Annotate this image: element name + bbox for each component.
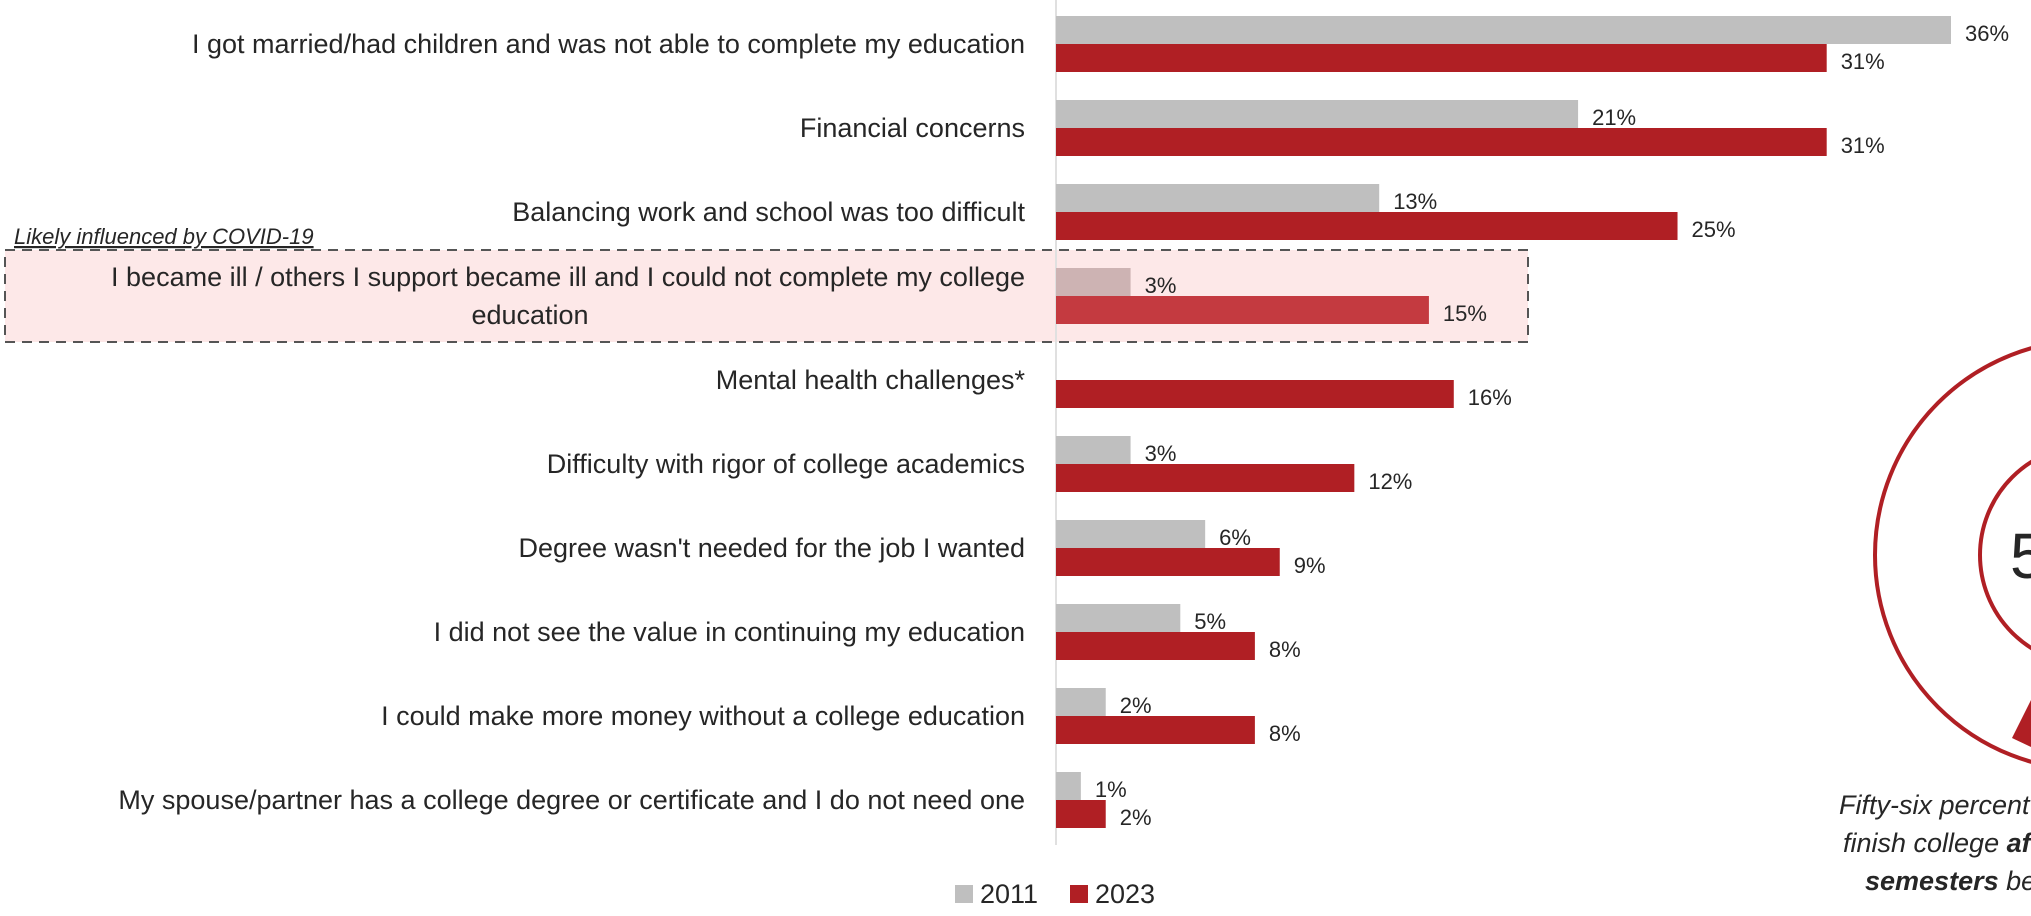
category-label: Financial concerns <box>800 113 1025 143</box>
legend-swatch-2023 <box>1070 885 1088 903</box>
bars-layer <box>1055 0 1951 845</box>
category-label: education <box>471 300 588 330</box>
category-label: Balancing work and school was too diffic… <box>512 197 1025 227</box>
category-label: I could make more money without a colleg… <box>381 701 1025 731</box>
bar-2011 <box>1056 604 1181 632</box>
value-label-2023: 31% <box>1841 133 1885 158</box>
bar-2011 <box>1056 688 1106 716</box>
value-label-2011: 5% <box>1194 609 1226 634</box>
legend-swatch-2011 <box>955 885 973 903</box>
value-label-2011: 2% <box>1120 693 1152 718</box>
bar-2011 <box>1056 772 1081 800</box>
bar-2023 <box>1056 128 1827 156</box>
value-label-2011: 6% <box>1219 525 1251 550</box>
bar-2023 <box>1056 296 1429 324</box>
labels-layer: I got married/had children and was not a… <box>111 21 2009 830</box>
value-label-2023: 9% <box>1294 553 1326 578</box>
bar-2023 <box>1056 800 1106 828</box>
bar-2011 <box>1056 184 1380 212</box>
category-label: Difficulty with rigor of college academi… <box>547 449 1025 479</box>
category-label: I did not see the value in continuing my… <box>434 617 1025 647</box>
stat-inner-ring <box>1978 459 2031 651</box>
bar-2011 <box>1056 436 1131 464</box>
legend-label-2011: 2011 <box>980 879 1038 909</box>
bar-2023 <box>1056 464 1355 492</box>
value-label-2011: 3% <box>1145 273 1177 298</box>
value-label-2023: 2% <box>1120 805 1152 830</box>
side-note-line: semesters before <box>1865 866 2031 896</box>
legend-label-2023: 2023 <box>1095 879 1155 909</box>
value-label-2011: 1% <box>1095 777 1127 802</box>
bar-2011 <box>1056 520 1206 548</box>
value-label-2023: 31% <box>1841 49 1885 74</box>
bar-2023 <box>1056 716 1255 744</box>
bar-2023 <box>1056 380 1454 408</box>
value-label-2023: 15% <box>1443 301 1487 326</box>
category-label: I got married/had children and was not a… <box>192 29 1025 59</box>
category-label: Mental health challenges* <box>716 365 1026 395</box>
bar-2023 <box>1056 548 1280 576</box>
value-label-2011: 36% <box>1965 21 2009 46</box>
covid-highlight-label: Likely influenced by COVID-19 <box>14 224 314 249</box>
value-label-2023: 16% <box>1468 385 1512 410</box>
side-note: 56% Fifty-six percent of finish college af… <box>1839 346 2031 896</box>
side-note-line: finish college after <box>1843 828 2031 858</box>
value-label-2023: 8% <box>1269 721 1301 746</box>
value-label-2023: 25% <box>1692 217 1736 242</box>
value-label-2011: 21% <box>1592 105 1636 130</box>
legend: 2011 2023 <box>955 879 1155 909</box>
value-label-2023: 12% <box>1368 469 1412 494</box>
bar-2011 <box>1056 268 1131 296</box>
side-note-line: Fifty-six percent of <box>1839 790 2031 820</box>
bar-2023 <box>1056 44 1827 72</box>
value-label-2011: 13% <box>1393 189 1437 214</box>
value-label-2023: 8% <box>1269 637 1301 662</box>
category-label: My spouse/partner has a college degree o… <box>118 785 1025 815</box>
stat-pointer <box>2012 700 2031 747</box>
stat-value: 56% <box>2010 520 2031 592</box>
bar-2023 <box>1056 632 1255 660</box>
stat-outer-ring <box>1873 346 2031 764</box>
bar-2011 <box>1056 100 1579 128</box>
value-label-2011: 3% <box>1145 441 1177 466</box>
bar-2023 <box>1056 212 1678 240</box>
bar-2011 <box>1056 16 1951 44</box>
category-label: Degree wasn't needed for the job I wante… <box>519 533 1026 563</box>
category-label: I became ill / others I support became i… <box>111 262 1025 292</box>
